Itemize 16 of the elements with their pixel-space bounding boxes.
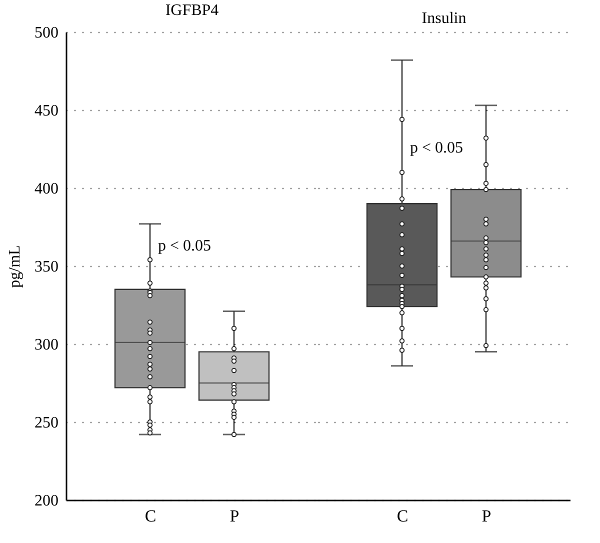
y-tick-label: 250 <box>34 414 58 432</box>
x-tick-label: C <box>396 506 408 526</box>
chart-title: IGFBP4 <box>165 2 219 19</box>
annotation: p < 0.05 <box>158 238 212 255</box>
chart-title: Insulin <box>422 10 466 27</box>
y-tick-label: 450 <box>34 102 58 120</box>
y-tick-label: 500 <box>34 24 58 42</box>
y-tick-label: 300 <box>34 336 58 354</box>
y-axis-title: pg/mL <box>6 245 24 288</box>
annotation: p < 0.05 <box>410 139 464 156</box>
x-tick-label: C <box>144 506 156 526</box>
x-tick-label: P <box>230 506 240 526</box>
y-tick-label: 350 <box>34 258 58 276</box>
y-tick-label: 400 <box>34 180 58 198</box>
y-tick-label: 200 <box>34 492 58 510</box>
x-tick-label: P <box>482 506 492 526</box>
